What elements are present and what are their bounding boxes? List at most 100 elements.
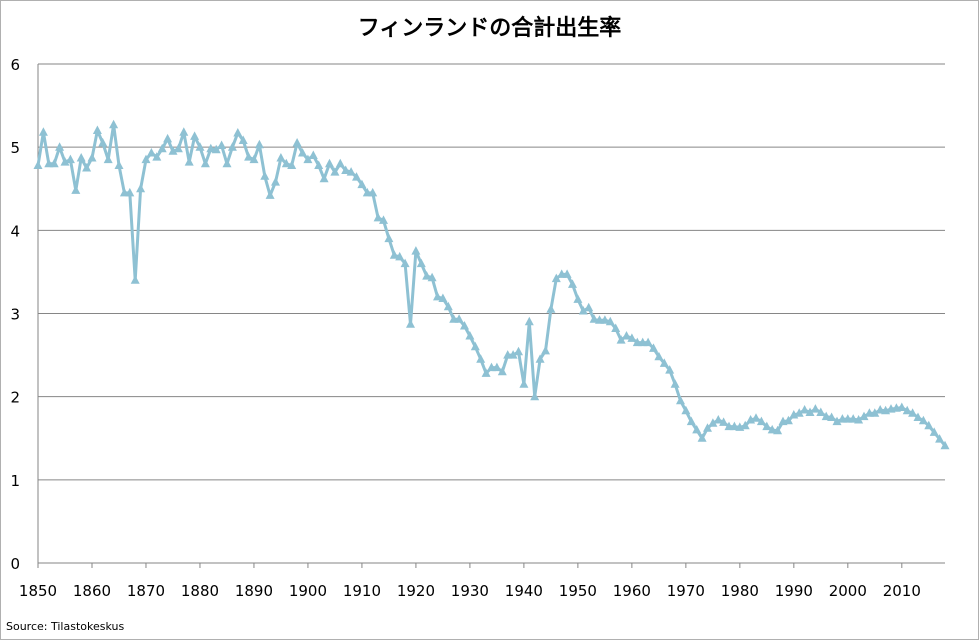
data-point-marker [940,440,950,450]
data-point-marker [368,187,378,197]
x-tick-label: 1910 [343,582,381,600]
data-point-marker [416,258,426,268]
data-point-marker [281,158,291,168]
data-point-marker [222,158,232,168]
data-point-marker [335,158,345,168]
data-point-marker [249,154,259,164]
data-point-marker [200,158,210,168]
data-point-marker [530,391,540,401]
data-point-marker [400,258,410,268]
data-point-marker [481,368,491,377]
data-point-marker [832,416,842,426]
data-point-marker [902,405,912,415]
x-tick-label: 1890 [235,582,273,600]
gridlines [38,63,945,481]
data-point-marker [708,418,718,427]
data-point-marker [438,293,448,302]
data-point-marker [810,404,820,413]
data-point-marker [848,414,858,423]
data-point-marker [492,362,502,372]
data-point-marker [109,119,119,129]
x-tick-label: 1850 [19,582,57,600]
chart-title: フィンランドの合計出生率 [357,16,622,41]
y-tick-label: 0 [10,555,20,573]
data-point-marker [568,279,577,288]
data-point-marker [465,331,475,340]
data-point-marker [719,417,729,426]
data-point-marker [287,160,297,169]
x-tick-label: 1990 [775,582,813,600]
data-point-marker [87,153,97,162]
data-point-marker [265,190,275,199]
data-point-marker [98,138,108,147]
x-tick-label: 1930 [451,582,489,600]
data-point-marker [654,351,664,361]
data-point-marker [82,163,92,172]
y-tick-label: 3 [10,306,20,324]
data-point-marker [681,405,691,415]
data-point-marker [697,433,707,442]
data-point-marker [649,343,658,352]
data-point-marker [783,415,793,425]
data-point-marker [163,133,173,143]
data-point-marker [470,341,480,351]
data-point-marker [271,177,280,186]
data-point-marker [541,345,550,355]
x-tick-label: 1920 [397,582,435,600]
data-point-marker [76,153,86,162]
x-tick-label: 2000 [829,582,867,600]
series-line [36,123,947,447]
data-point-marker [740,420,750,430]
data-point-marker [670,379,680,388]
data-point-marker [551,273,561,283]
data-point-marker [918,415,928,425]
data-point-marker [665,365,675,374]
data-point-marker [157,143,167,153]
data-point-marker [627,333,637,342]
data-point-marker [254,139,264,149]
data-point-marker [227,142,237,151]
data-point-marker [389,250,399,259]
data-point-marker [55,142,65,151]
data-point-marker [546,304,556,313]
data-point-marker [238,135,248,144]
x-tick-label: 1900 [289,582,327,600]
data-point-marker [659,358,669,367]
data-point-marker [805,407,815,416]
x-tick-label: 1970 [667,582,705,600]
data-point-marker [578,306,588,315]
data-point-marker [870,408,880,417]
data-point-marker [179,127,189,136]
data-point-marker [136,183,146,193]
data-point-marker [589,314,599,323]
axes [37,64,945,568]
data-point-marker [584,302,594,312]
data-point-marker [357,179,367,189]
data-point-marker [38,127,48,136]
data-point-marker [173,143,183,153]
data-point-marker [373,212,383,222]
data-point-marker [622,331,631,340]
source-note: Source: Tilastokeskus [6,620,125,633]
data-point-marker [60,157,70,166]
data-point-marker [411,246,421,255]
x-tick-label: 1940 [505,582,543,600]
data-point-marker [260,171,270,180]
data-point-marker [476,354,486,363]
data-point-marker [773,425,783,435]
data-point-marker [298,148,307,157]
data-point-marker [130,275,140,284]
tick-labels: 0 1 2 3 4 5 6 1850 1860 1870 1880 1890 1900 1910 1920 1… [10,56,920,600]
data-point-marker [535,354,545,363]
data-point-marker [276,153,286,162]
data-point-marker [152,152,162,161]
data-point-marker [217,140,227,149]
data-point-marker [875,405,885,414]
data-point-marker [676,395,685,405]
data-point-marker [611,323,621,332]
data-point-marker [821,411,831,421]
data-point-marker [125,187,135,197]
data-point-marker [384,233,394,243]
data-point-marker [346,167,356,176]
